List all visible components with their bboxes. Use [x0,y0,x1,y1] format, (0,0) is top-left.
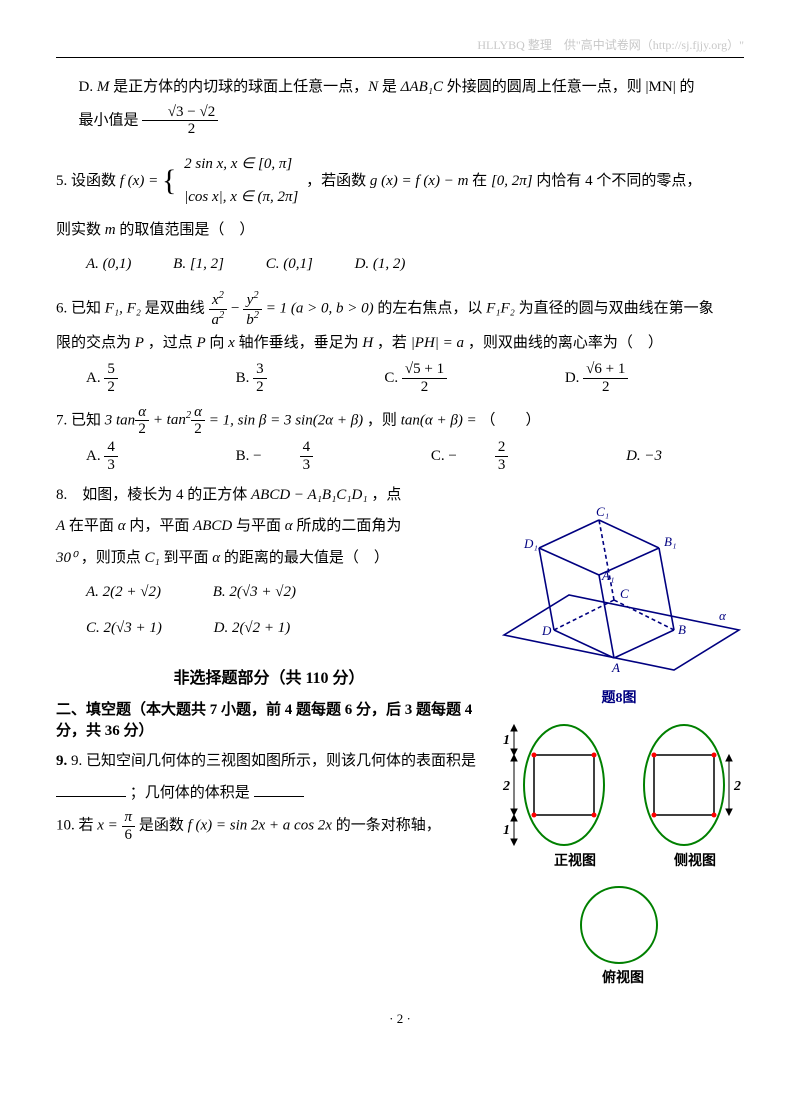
q7-d: D. −3 [626,438,662,474]
svg-text:B: B [678,622,686,637]
svg-text:俯视图: 俯视图 [602,969,644,986]
q5-stem: 5. 设函数 f (x) = { 2 sin x, x ∈ [0, π] |co… [56,148,744,215]
svg-text:A: A [611,660,620,675]
fig8-caption: 题8图 [494,687,744,707]
q8-stem-2: A 在平面 α 内，平面 ABCD 与平面 α 所成的二面角为 [56,511,482,543]
page-footer: · 2 · [56,1011,744,1037]
q7-stem: 7. 已知 3 tanα2 + tan2α2 = 1, sin β = 3 si… [56,404,744,438]
q5-choices: A. (0,1) B. [1, 2] C. (0,1] D. (1, 2) [56,246,744,282]
q10-stem: 10. 若 x = π6 是函数 f (x) = sin 2x + a cos … [56,809,482,843]
q5-c: C. (0,1] [266,246,313,282]
svg-text:B₁: B₁ [664,534,676,549]
svg-text:2: 2 [733,779,741,794]
figure-8: A B C D A₁ B₁ C₁ D₁ α [494,480,744,680]
q8-choices: A. 2(2 + √2) B. 2(√3 + √2) C. 2(√3 + 1) … [56,574,482,646]
q8-d: D. 2(√2 + 1) [214,610,291,646]
q6-stem-2: 限的交点为 P ，过点 P 向 x 轴作垂线，垂足为 H ，若 |PH| = a… [56,328,744,360]
q6-stem: 6. 已知 F₁, F₂ 是双曲线 x2a2 − y2b2 = 1 (a > 0… [56,290,744,328]
three-views-front-side: 1 2 1 2 正视图 侧视图 [494,715,744,875]
q8-stem-1: 8. 如图，棱长为 4 的正方体 ABCD − A₁B₁C₁D₁ ，点 [56,480,482,512]
q6-c: C. √5 + 12 [384,360,523,396]
q6-d: D. √6 + 12 [565,360,705,396]
svg-text:2: 2 [502,779,510,794]
q6-choices: A. 52 B. 32 C. √5 + 12 D. √6 + 12 [56,360,744,396]
svg-text:C: C [620,586,629,601]
section2-title: 非选择题部分（共 110 分） [56,664,482,688]
q8-b: B. 2(√3 + √2) [213,574,296,610]
q9-blank-2[interactable] [254,781,304,797]
svg-text:1: 1 [503,823,510,838]
q5-a: A. (0,1) [86,246,131,282]
svg-text:正视图: 正视图 [554,852,596,869]
q8-c: C. 2(√3 + 1) [86,610,162,646]
q5-stem-2: 则实数 m 的取值范围是（ ） [56,215,744,247]
q6-a: A. 52 [86,360,194,396]
q7-c: C. −23 [431,438,584,474]
svg-text:D: D [541,623,552,638]
q4-option-d-min: 最小值是 √3 − √22 [56,104,744,138]
q7-b: B. −43 [236,438,389,474]
fill-title: 二、填空题（本大题共 7 小题，前 4 题每题 6 分，后 3 题每题 4 分，… [56,698,482,740]
q4-option-d: D. M 是正方体的内切球的球面上任意一点，N 是 ΔAB₁C 外接圆的圆周上任… [56,72,744,104]
q8-a: A. 2(2 + √2) [86,574,161,610]
svg-text:C₁: C₁ [596,504,609,519]
q9-blank-1[interactable] [56,781,126,797]
q6-b: B. 32 [236,360,343,396]
svg-text:A₁: A₁ [601,568,614,583]
svg-text:1: 1 [503,733,510,748]
svg-text:侧视图: 侧视图 [674,852,716,869]
svg-text:α: α [719,608,727,623]
three-views-top: 俯视图 [494,880,744,990]
header-rule [56,57,744,58]
q5-d: D. (1, 2) [355,246,406,282]
q9-blanks: ；几何体的体积是 [56,778,482,810]
header-note: HLLYBQ 整理 供"高中试卷网（http://sj.fjjy.org）" [56,36,744,53]
q7-a: A. 43 [86,438,194,474]
svg-text:D₁: D₁ [523,536,538,551]
q8-block: 8. 如图，棱长为 4 的正方体 ABCD − A₁B₁C₁D₁ ，点 A 在平… [56,480,744,995]
q8-stem-3: 30⁰ ，则顶点 C₁ 到平面 α 的距离的最大值是（ ） [56,543,482,575]
q9-stem: 9. 9. 已知空间几何体的三视图如图所示，则该几何体的表面积是 [56,746,482,778]
q7-choices: A. 43 B. −43 C. −23 D. −3 [56,438,744,474]
q5-b: B. [1, 2] [173,246,224,282]
